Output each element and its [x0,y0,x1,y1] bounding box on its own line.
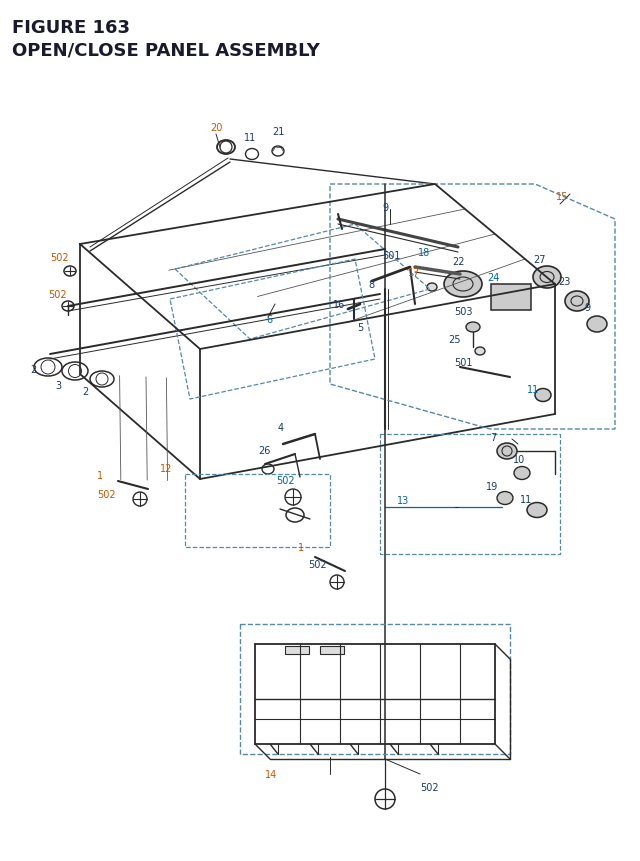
Text: 17: 17 [408,268,420,278]
Ellipse shape [514,467,530,480]
Text: 503: 503 [454,307,472,317]
Text: 7: 7 [490,432,496,443]
Text: 12: 12 [160,463,172,474]
Bar [285,647,309,654]
Text: 15: 15 [556,192,568,201]
Ellipse shape [466,323,480,332]
Text: 8: 8 [368,280,374,289]
Text: 502: 502 [48,289,67,300]
Text: 2: 2 [82,387,88,397]
Text: 26: 26 [258,445,270,455]
Text: 21: 21 [272,127,284,137]
Text: 2: 2 [30,364,36,375]
Ellipse shape [497,443,517,460]
Ellipse shape [565,292,589,312]
Ellipse shape [427,283,437,292]
Text: 27: 27 [533,255,545,264]
Text: 4: 4 [278,423,284,432]
Text: OPEN/CLOSE PANEL ASSEMBLY: OPEN/CLOSE PANEL ASSEMBLY [12,41,320,59]
Bar [320,647,344,654]
Text: 18: 18 [418,248,430,257]
Text: 10: 10 [513,455,525,464]
Text: 16: 16 [333,300,345,310]
Text: 502: 502 [276,475,294,486]
Text: 502: 502 [50,253,68,263]
Text: 501: 501 [454,357,472,368]
FancyBboxPatch shape [491,285,531,311]
Text: 23: 23 [558,276,570,287]
Text: 502: 502 [308,560,326,569]
Text: 3: 3 [55,381,61,391]
Text: FIGURE 163: FIGURE 163 [12,19,130,37]
Text: 24: 24 [487,273,499,282]
Text: 20: 20 [210,123,222,133]
Text: 1: 1 [97,470,103,480]
Ellipse shape [497,492,513,505]
Text: 22: 22 [452,257,465,267]
Text: 502: 502 [97,489,116,499]
Text: 6: 6 [266,314,272,325]
Text: 25: 25 [448,335,461,344]
Ellipse shape [527,503,547,518]
Text: 9: 9 [382,202,388,213]
Text: 11: 11 [527,385,540,394]
Text: 502: 502 [420,782,438,792]
Text: 501: 501 [382,251,401,261]
Text: 13: 13 [397,495,409,505]
Text: 9: 9 [584,303,590,313]
Ellipse shape [535,389,551,402]
Ellipse shape [533,267,561,288]
Ellipse shape [444,272,482,298]
Ellipse shape [587,317,607,332]
Ellipse shape [475,348,485,356]
Text: 14: 14 [265,769,277,779]
Text: 19: 19 [486,481,499,492]
Text: 5: 5 [357,323,364,332]
Text: 11: 11 [244,133,256,143]
Text: 1: 1 [298,542,304,553]
Text: 11: 11 [520,494,532,505]
